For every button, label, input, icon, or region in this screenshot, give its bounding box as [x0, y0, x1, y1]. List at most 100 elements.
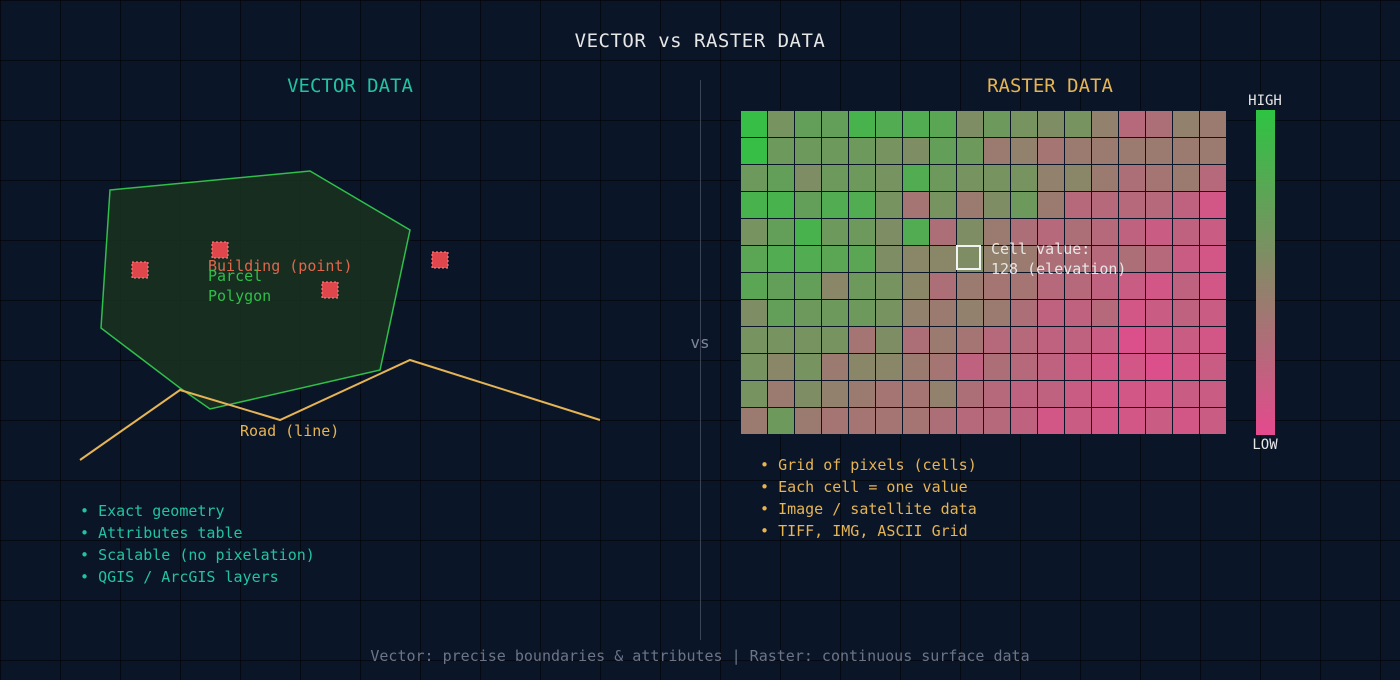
- raster-cell: [822, 192, 848, 218]
- raster-cell: [930, 273, 956, 299]
- raster-cell: [1038, 354, 1064, 380]
- raster-cell: [741, 246, 767, 272]
- raster-cell: [849, 246, 875, 272]
- raster-cell: [1092, 219, 1118, 245]
- raster-cell: [930, 354, 956, 380]
- raster-cell: [1065, 381, 1091, 407]
- raster-cell: [1092, 246, 1118, 272]
- raster-cell: [768, 381, 794, 407]
- raster-cell: [768, 219, 794, 245]
- building-point: [131, 261, 149, 279]
- raster-cell: [768, 273, 794, 299]
- raster-cell: [741, 408, 767, 434]
- raster-cell: [984, 165, 1010, 191]
- raster-cell: [849, 300, 875, 326]
- raster-cell: [795, 300, 821, 326]
- raster-cell: [1092, 138, 1118, 164]
- raster-cell: [1200, 219, 1226, 245]
- raster-cell: [768, 192, 794, 218]
- raster-cell: [957, 219, 983, 245]
- raster-cell: [795, 381, 821, 407]
- parcel-label-line2: Polygon: [208, 287, 271, 305]
- raster-cell: [1065, 354, 1091, 380]
- raster-cell: [1011, 300, 1037, 326]
- raster-cell: [957, 165, 983, 191]
- raster-cell: [849, 111, 875, 137]
- raster-cell: [876, 354, 902, 380]
- raster-cell: [957, 381, 983, 407]
- raster-cell: [903, 381, 929, 407]
- raster-cell: [984, 111, 1010, 137]
- raster-cell: [1200, 408, 1226, 434]
- raster-cell: [984, 354, 1010, 380]
- raster-cell: [876, 111, 902, 137]
- raster-cell: [1011, 327, 1037, 353]
- raster-cell: [1173, 246, 1199, 272]
- raster-cell: [1146, 165, 1172, 191]
- raster-cell: [1011, 381, 1037, 407]
- raster-cell: [984, 381, 1010, 407]
- raster-cell: [876, 138, 902, 164]
- raster-cell: [984, 408, 1010, 434]
- raster-cell: [1173, 300, 1199, 326]
- raster-cell: [876, 408, 902, 434]
- raster-cell: [957, 192, 983, 218]
- raster-cell: [1146, 408, 1172, 434]
- raster-cell: [822, 273, 848, 299]
- raster-cell: [1200, 192, 1226, 218]
- raster-cell: [768, 165, 794, 191]
- vector-bullet: QGIS / ArcGIS layers: [80, 566, 315, 588]
- raster-cell: [957, 246, 983, 272]
- raster-cell: [1065, 327, 1091, 353]
- raster-cell: [1173, 381, 1199, 407]
- raster-cell: [849, 381, 875, 407]
- raster-cell: [1200, 327, 1226, 353]
- raster-cell: [1038, 381, 1064, 407]
- raster-cell: [930, 192, 956, 218]
- raster-cell: [822, 300, 848, 326]
- divider-line: [700, 80, 701, 640]
- raster-cell: [930, 246, 956, 272]
- raster-cell: [1173, 111, 1199, 137]
- raster-cell: [768, 246, 794, 272]
- raster-cell: [1173, 165, 1199, 191]
- raster-cell: [1173, 138, 1199, 164]
- raster-cell: [1173, 408, 1199, 434]
- raster-cell: [1038, 273, 1064, 299]
- raster-cell: [903, 327, 929, 353]
- raster-cell: [957, 408, 983, 434]
- legend-color-bar: [1256, 110, 1275, 435]
- vector-bullet-list: Exact geometry Attributes table Scalable…: [80, 500, 315, 588]
- raster-cell: [903, 111, 929, 137]
- raster-cell: [903, 219, 929, 245]
- raster-cell: [1011, 111, 1037, 137]
- parcel-label-line1: Parcel: [208, 267, 262, 285]
- raster-cell: [822, 408, 848, 434]
- raster-cell: [795, 354, 821, 380]
- raster-cell: [849, 165, 875, 191]
- raster-bullet: Each cell = one value: [760, 476, 977, 498]
- raster-cell: [1119, 300, 1145, 326]
- raster-cell: [1119, 138, 1145, 164]
- raster-cell: [1119, 273, 1145, 299]
- raster-cell: [930, 327, 956, 353]
- raster-cell: [795, 111, 821, 137]
- raster-cell: [741, 327, 767, 353]
- raster-cell: [957, 327, 983, 353]
- raster-cell: [822, 246, 848, 272]
- raster-cell: [1200, 165, 1226, 191]
- cell-value-label: Cell value:: [991, 240, 1091, 258]
- building-label: Building (point): [208, 257, 353, 275]
- raster-cell: [795, 246, 821, 272]
- raster-bullet: TIFF, IMG, ASCII Grid: [760, 520, 977, 542]
- raster-cell: [1173, 327, 1199, 353]
- raster-cell: [1011, 408, 1037, 434]
- raster-cell: [849, 138, 875, 164]
- road-label: Road (line): [240, 422, 339, 440]
- raster-cell: [768, 327, 794, 353]
- raster-cell: [1065, 246, 1091, 272]
- raster-cell: [1038, 300, 1064, 326]
- raster-bullet-list: Grid of pixels (cells) Each cell = one v…: [760, 454, 977, 542]
- raster-cell: [1011, 219, 1037, 245]
- highlighted-cell: [956, 245, 981, 270]
